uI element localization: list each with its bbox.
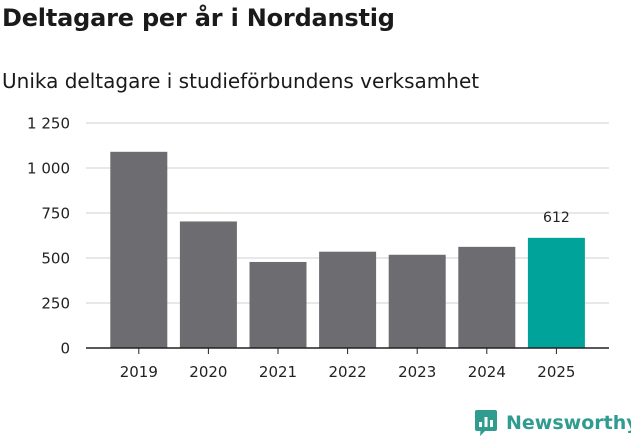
bar [319, 251, 377, 348]
y-tick-label: 500 [41, 250, 70, 268]
bar [249, 261, 307, 348]
bar [110, 151, 168, 348]
data-label: 612 [543, 210, 570, 226]
brand-footer: Newsworthy [474, 408, 631, 438]
x-tick-label: 2023 [398, 363, 436, 381]
x-tick-label: 2020 [189, 363, 227, 381]
bar [179, 221, 237, 348]
brand-name: Newsworthy [506, 412, 631, 434]
chart-subtitle: Unika deltagare i studieförbundens verks… [2, 69, 480, 93]
x-tick-label: 2022 [329, 363, 367, 381]
y-tick-label: 250 [41, 295, 70, 313]
y-tick-label: 1 250 [27, 115, 70, 133]
chart-title: Deltagare per år i Nordanstig [2, 4, 395, 32]
y-tick-label: 1 000 [27, 160, 70, 178]
bar [458, 246, 516, 348]
x-tick-label: 2021 [259, 363, 297, 381]
bar [527, 237, 585, 348]
y-tick-label: 0 [60, 340, 70, 358]
x-tick-label: 2025 [537, 363, 575, 381]
x-tick-label: 2024 [468, 363, 506, 381]
x-tick-label: 2019 [120, 363, 158, 381]
y-tick-label: 750 [41, 205, 70, 223]
newsworthy-logo-icon [475, 410, 497, 436]
bar [388, 254, 446, 348]
